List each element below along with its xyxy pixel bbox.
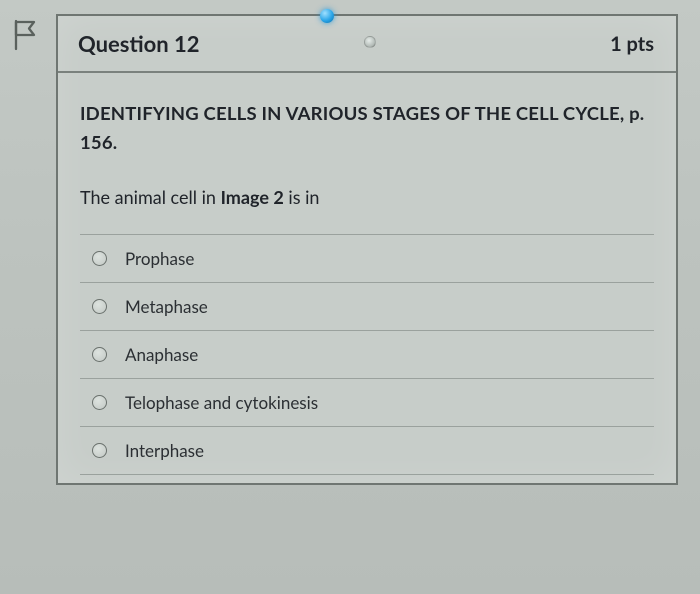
option-label: Prophase <box>125 248 194 269</box>
stem-prefix: The animal cell in <box>80 186 221 208</box>
stem-suffix: is in <box>284 186 320 208</box>
option-label: Telophase and cytokinesis <box>125 392 318 413</box>
radio-icon[interactable] <box>92 443 107 458</box>
question-points: 1 pts <box>610 32 654 56</box>
option-label: Interphase <box>125 440 204 461</box>
option-label: Anaphase <box>125 344 198 365</box>
quiz-page: Question 12 1 pts IDENTIFYING CELLS IN V… <box>0 0 700 594</box>
question-header: Question 12 1 pts <box>58 16 676 73</box>
stem-bold: Image 2 <box>221 186 284 208</box>
answer-option[interactable]: Interphase <box>80 426 654 475</box>
flag-column <box>10 18 46 52</box>
radio-icon[interactable] <box>92 251 107 266</box>
question-number: Question 12 <box>78 30 200 57</box>
question-stem: The animal cell in Image 2 is in <box>80 186 654 216</box>
radio-icon[interactable] <box>92 347 107 362</box>
radio-icon[interactable] <box>92 299 107 314</box>
flag-icon[interactable] <box>10 18 46 52</box>
answer-option[interactable]: Telophase and cytokinesis <box>80 378 654 426</box>
radio-icon[interactable] <box>92 395 107 410</box>
question-heading: IDENTIFYING CELLS IN VARIOUS STAGES OF T… <box>80 99 654 156</box>
option-label: Metaphase <box>125 296 208 317</box>
answer-options: Prophase Metaphase Anaphase Telophase an… <box>80 234 654 475</box>
slider-thumb-icon <box>320 9 334 23</box>
decorative-dot-icon <box>364 36 376 48</box>
answer-option[interactable]: Anaphase <box>80 330 654 378</box>
answer-option[interactable]: Prophase <box>80 234 654 282</box>
answer-option[interactable]: Metaphase <box>80 282 654 330</box>
question-body: IDENTIFYING CELLS IN VARIOUS STAGES OF T… <box>58 73 676 483</box>
question-card: Question 12 1 pts IDENTIFYING CELLS IN V… <box>56 14 678 485</box>
